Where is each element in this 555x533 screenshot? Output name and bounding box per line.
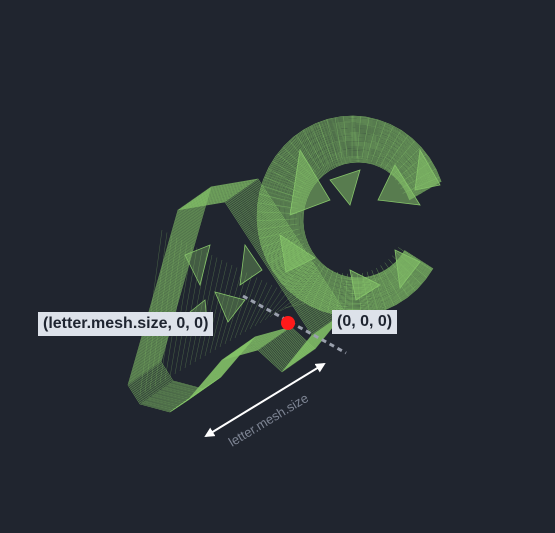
point-label-origin: (0, 0, 0) bbox=[332, 310, 397, 334]
origin-marker bbox=[281, 316, 295, 330]
letter-a-wireframe bbox=[128, 179, 345, 412]
letter-c-wireframe bbox=[257, 116, 441, 316]
point-label-size: (letter.mesh.size, 0, 0) bbox=[38, 312, 213, 336]
